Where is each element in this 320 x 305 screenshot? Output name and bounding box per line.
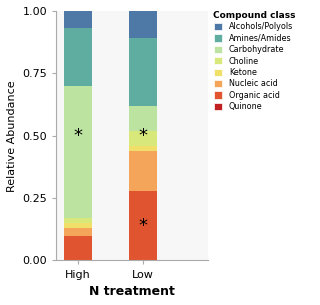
Bar bbox=[129, 131, 157, 146]
Bar bbox=[64, 235, 92, 260]
Bar bbox=[64, 86, 92, 218]
Y-axis label: Relative Abundance: Relative Abundance bbox=[7, 80, 17, 192]
Bar bbox=[129, 191, 157, 260]
X-axis label: N treatment: N treatment bbox=[89, 285, 175, 298]
Text: *: * bbox=[139, 217, 148, 235]
Bar bbox=[129, 106, 157, 131]
Bar bbox=[64, 218, 92, 223]
Text: *: * bbox=[74, 127, 83, 145]
Bar bbox=[64, 228, 92, 235]
Text: *: * bbox=[139, 127, 148, 145]
Bar bbox=[129, 38, 157, 106]
Bar bbox=[64, 223, 92, 228]
Bar bbox=[129, 146, 157, 151]
Legend: Alcohols/Polyols, Amines/Amides, Carbohydrate, Choline, Ketone, Nucleic acid, Or: Alcohols/Polyols, Amines/Amides, Carbohy… bbox=[212, 11, 295, 111]
Bar bbox=[129, 11, 157, 38]
Bar bbox=[64, 11, 92, 28]
Bar bbox=[129, 151, 157, 191]
Bar bbox=[64, 28, 92, 86]
